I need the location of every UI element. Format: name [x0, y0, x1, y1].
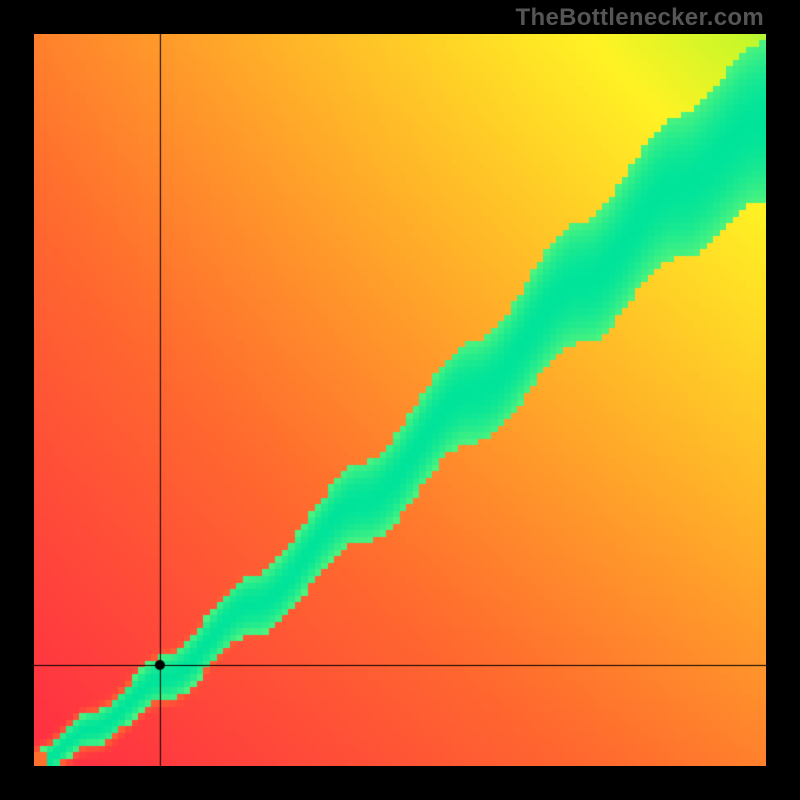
heatmap-plot — [34, 34, 766, 766]
watermark-text: TheBottlenecker.com — [516, 4, 764, 32]
heatmap-canvas — [34, 34, 766, 766]
